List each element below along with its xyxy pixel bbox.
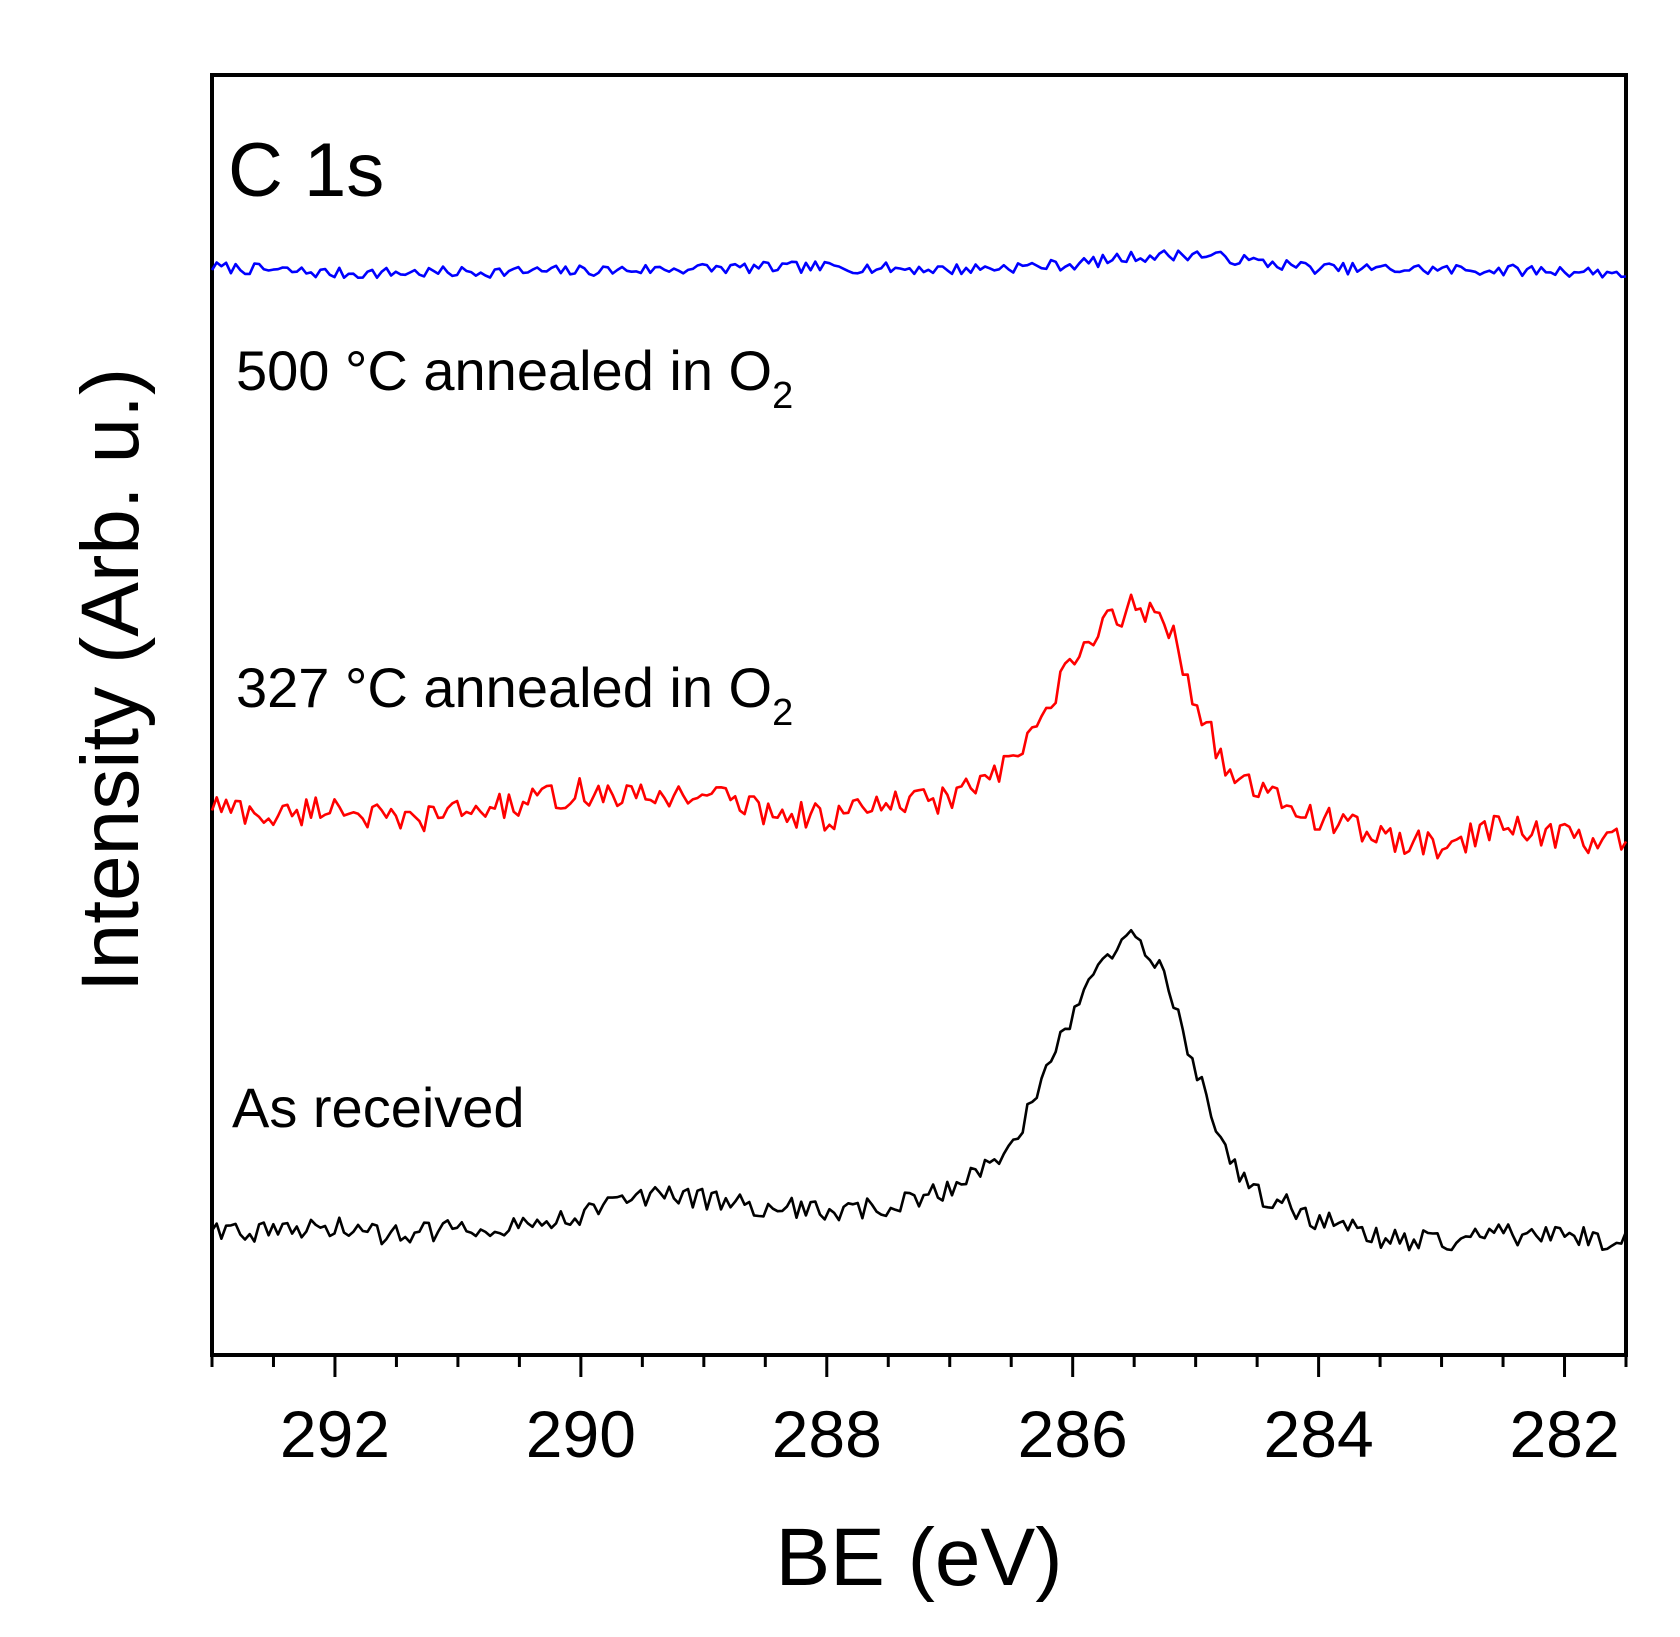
plot-frame	[210, 73, 1628, 1357]
x-tick-label: 292	[280, 1397, 390, 1471]
x-axis-ticks	[210, 1355, 1628, 1377]
x-axis-title: BE (eV)	[775, 1512, 1062, 1603]
series-label-2: 327 °C annealed in O2	[236, 656, 793, 734]
series-line-2	[210, 593, 1628, 860]
panel-label: C 1s	[228, 128, 384, 213]
series-label-1: 500 °C annealed in O2	[236, 339, 793, 417]
x-tick-label: 284	[1264, 1397, 1374, 1471]
series-label-3: As received	[232, 1076, 525, 1139]
series-labels: 500 °C annealed in O2 327 °C annealed in …	[232, 339, 793, 1139]
series-line-3	[210, 928, 1628, 1252]
x-tick-label: 288	[772, 1397, 882, 1471]
x-tick-label: 286	[1018, 1397, 1128, 1471]
x-axis-tick-labels: 292 290 288 286 284 282	[280, 1397, 1620, 1471]
series-line-1	[210, 249, 1627, 279]
series-layer	[210, 249, 1628, 1252]
y-axis-title: Intensity (Arb. u.)	[65, 368, 156, 992]
x-tick-label: 290	[526, 1397, 636, 1471]
x-tick-label: 282	[1509, 1397, 1619, 1471]
